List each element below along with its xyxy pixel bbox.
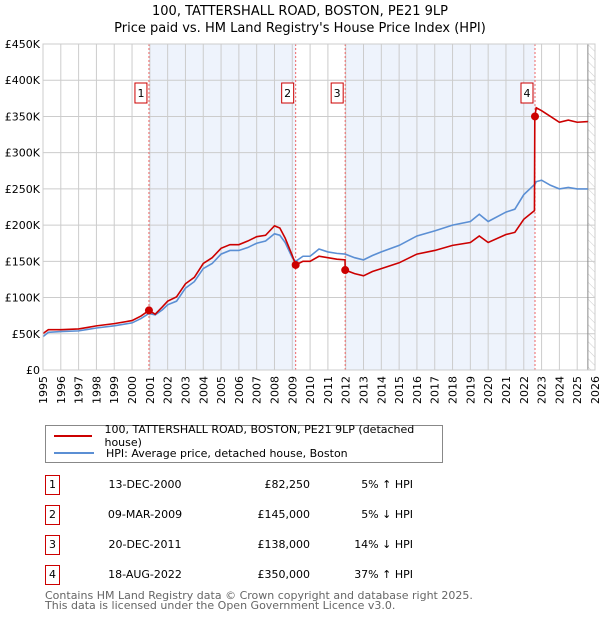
sale-hpi-diff: 5% ↑ HPI <box>361 478 413 491</box>
x-tick-label: 2006 <box>233 376 246 404</box>
sale-point <box>530 112 539 121</box>
x-tick-label: 2026 <box>589 376 600 404</box>
x-tick-label: 1996 <box>55 376 68 404</box>
legend-item-property: 100, TATTERSHALL ROAD, BOSTON, PE21 9LP … <box>54 423 442 449</box>
x-tick-label: 2021 <box>500 376 513 404</box>
y-tick-label: £150K <box>5 255 41 268</box>
sale-label-box <box>281 82 295 104</box>
x-tick-label: 2016 <box>411 376 424 404</box>
sale-point <box>291 260 300 269</box>
legend-label: 100, TATTERSHALL ROAD, BOSTON, PE21 9LP … <box>104 423 415 449</box>
x-tick-label: 1995 <box>37 376 50 404</box>
x-tick-label: 2003 <box>179 376 192 404</box>
x-tick-label: 2008 <box>268 376 281 404</box>
y-tick-label: £300K <box>5 147 41 160</box>
sale-date: 09-MAR-2009 <box>107 508 183 521</box>
sale-label-box <box>330 82 344 104</box>
shaded-period <box>345 44 535 370</box>
legend-label: HPI: Average price, detached house, Bost… <box>106 446 348 460</box>
x-tick-label: 2017 <box>429 376 442 404</box>
sale-label: 4 <box>523 87 530 100</box>
legend: 100, TATTERSHALL ROAD, BOSTON, PE21 9LP … <box>45 423 443 463</box>
legend-swatch-blue <box>54 452 94 454</box>
sale-price: £82,250 <box>264 478 311 491</box>
sale-date: 20-DEC-2011 <box>108 538 182 551</box>
x-tick-label: 1997 <box>73 376 86 404</box>
sale-hpi-diff: 14% ↓ HPI <box>354 538 413 551</box>
x-tick-label: 2007 <box>251 376 264 404</box>
y-tick-label: £50K <box>12 328 41 341</box>
x-tick-label: 2010 <box>304 376 317 404</box>
sale-row: 4 18-AUG-2022 £350,000 37% ↑ HPI <box>45 565 413 585</box>
sale-number: 3 <box>45 535 60 555</box>
sale-price: £350,000 <box>257 568 311 581</box>
sale-label-box <box>134 82 148 104</box>
legend-swatch-red <box>54 435 93 437</box>
sale-point <box>341 266 350 275</box>
x-tick-label: 2024 <box>553 376 566 404</box>
sale-row: 3 20-DEC-2011 £138,000 14% ↓ HPI <box>45 535 413 555</box>
legend-item-hpi: HPI: Average price, detached house, Bost… <box>54 445 348 461</box>
x-tick-label: 2013 <box>358 376 371 404</box>
x-tick-label: 2014 <box>375 376 388 404</box>
sale-label-box <box>520 82 534 104</box>
y-tick-label: £100K <box>5 292 41 305</box>
x-tick-label: 2009 <box>286 376 299 404</box>
x-tick-label: 2011 <box>322 376 335 404</box>
x-tick-label: 2023 <box>536 376 549 404</box>
y-tick-label: £200K <box>5 219 41 232</box>
y-tick-label: £400K <box>5 74 41 87</box>
hpi-line <box>42 179 588 338</box>
property-price-line <box>42 106 588 335</box>
x-tick-label: 2020 <box>482 376 495 404</box>
x-tick-label: 2019 <box>464 376 477 404</box>
x-tick-label: 2015 <box>393 376 406 404</box>
sale-row: 2 09-MAR-2009 £145,000 5% ↓ HPI <box>45 505 413 525</box>
sale-hpi-diff: 37% ↑ HPI <box>354 568 413 581</box>
plot-border <box>42 43 596 371</box>
sale-number: 2 <box>45 505 60 525</box>
plot-area: 1995 1996 1997 1998 1999 2000 2001 2002 2003 2004… <box>5 38 600 404</box>
sale-row: 1 13-DEC-2000 £82,250 5% ↑ HPI <box>45 475 413 495</box>
x-tick-label: 2025 <box>571 376 584 404</box>
forecast-hatch <box>587 44 595 370</box>
shaded-period <box>148 44 296 370</box>
sale-price: £138,000 <box>257 538 311 551</box>
sale-date: 18-AUG-2022 <box>108 568 182 581</box>
x-tick-label: 1998 <box>90 376 103 404</box>
chart-subtitle: Price paid vs. HM Land Registry's House … <box>114 21 486 36</box>
y-tick-label: £0 <box>26 364 40 377</box>
y-tick-label: £250K <box>5 183 41 196</box>
y-tick-label: £450K <box>5 38 41 51</box>
sale-label: 1 <box>137 87 144 100</box>
y-tick-label: £350K <box>5 110 41 123</box>
x-tick-label: 2022 <box>518 376 531 404</box>
sale-date: 13-DEC-2000 <box>108 478 182 491</box>
sale-label: 3 <box>334 87 341 100</box>
x-tick-label: 2018 <box>447 376 460 404</box>
x-tick-label: 2000 <box>126 376 139 404</box>
sale-label: 2 <box>284 87 291 100</box>
x-tick-label: 2005 <box>215 376 228 404</box>
x-tick-label: 2002 <box>162 376 175 404</box>
sale-number: 1 <box>45 475 60 495</box>
footer-licence: This data is licensed under the Open Gov… <box>45 599 396 612</box>
sale-point <box>144 306 153 315</box>
x-tick-label: 1999 <box>108 376 121 404</box>
x-tick-label: 2001 <box>144 376 157 404</box>
x-tick-label: 2004 <box>197 376 210 404</box>
sale-price: £145,000 <box>257 508 311 521</box>
x-tick-label: 2012 <box>340 376 353 404</box>
sale-number: 4 <box>45 565 60 585</box>
chart-title: 100, TATTERSHALL ROAD, BOSTON, PE21 9LP <box>152 4 448 19</box>
footer-copyright: Contains HM Land Registry data © Crown c… <box>45 589 473 602</box>
sale-hpi-diff: 5% ↓ HPI <box>361 508 413 521</box>
